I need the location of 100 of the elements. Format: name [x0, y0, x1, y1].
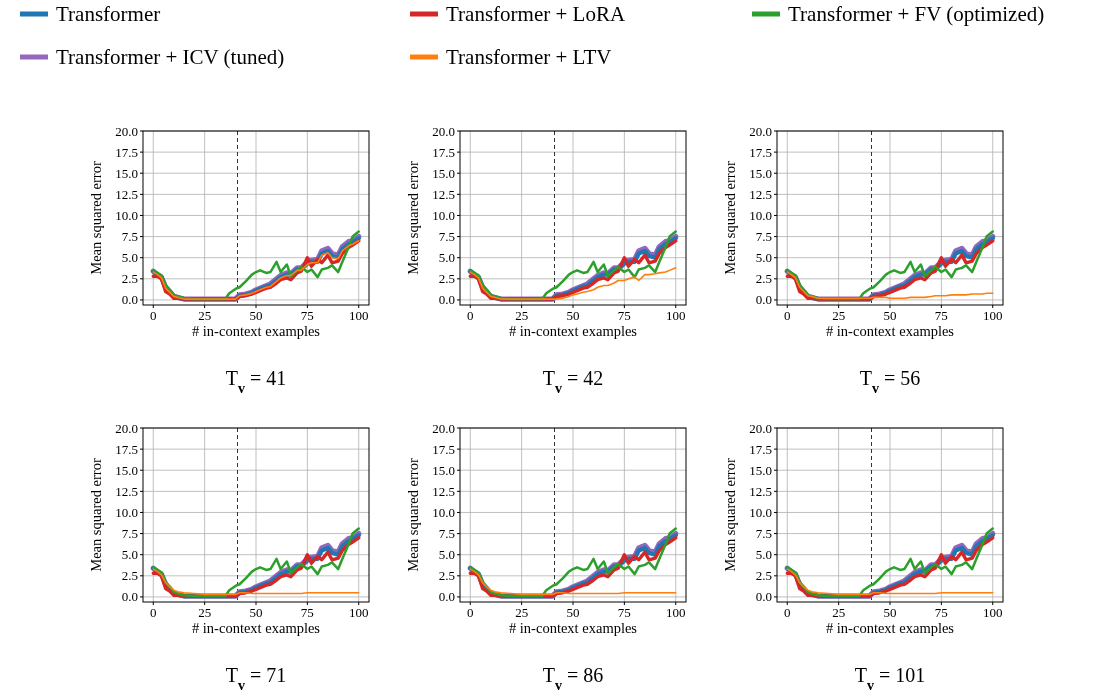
y-tick-label: 15.0 [115, 462, 138, 478]
y-tick-label: 0.0 [438, 589, 455, 605]
y-tick-label: 12.5 [115, 186, 138, 202]
y-tick-label: 7.5 [755, 229, 772, 245]
x-axis-title: # in-context examples [508, 323, 638, 339]
y-tick-label: 15.0 [432, 165, 455, 181]
y-tick-label: 12.5 [749, 483, 772, 499]
y-tick-label: 17.5 [749, 144, 772, 160]
y-tick-label: 12.5 [115, 483, 138, 499]
x-tick-label: 25 [515, 308, 529, 323]
x-tick-label: 75 [617, 605, 631, 620]
y-tick-label: 0.0 [438, 292, 455, 308]
x-tick-label: 0 [467, 308, 474, 323]
y-tick-label: 2.5 [121, 568, 138, 584]
y-tick-label: 10.0 [749, 504, 772, 520]
y-tick-label: 5.0 [438, 547, 455, 563]
x-axis-title: # in-context examples [508, 620, 638, 636]
y-tick-label: 5.0 [755, 250, 772, 266]
x-axis-title: # in-context examples [191, 620, 321, 636]
y-axis-title: Mean squared error [722, 161, 738, 275]
y-tick-label: 7.5 [755, 526, 772, 542]
y-tick-label: 10.0 [749, 207, 772, 223]
y-tick-label: 12.5 [432, 483, 455, 499]
y-tick-label: 7.5 [438, 229, 455, 245]
x-tick-label: 0 [150, 308, 157, 323]
legend-label: Transformer + LTV [446, 45, 612, 69]
y-tick-label: 15.0 [115, 165, 138, 181]
y-tick-label: 10.0 [115, 207, 138, 223]
x-axis-title: # in-context examples [191, 323, 321, 339]
x-tick-label: 75 [617, 308, 631, 323]
y-tick-label: 15.0 [749, 462, 772, 478]
legend-label: Transformer + FV (optimized) [788, 2, 1045, 26]
x-tick-label: 75 [300, 308, 314, 323]
x-tick-label: 50 [566, 308, 580, 323]
y-tick-label: 15.0 [749, 165, 772, 181]
y-tick-label: 5.0 [121, 547, 138, 563]
y-tick-label: 5.0 [121, 250, 138, 266]
y-tick-label: 17.5 [432, 144, 455, 160]
y-tick-label: 12.5 [432, 186, 455, 202]
y-tick-label: 20.0 [115, 420, 138, 436]
y-tick-label: 2.5 [755, 568, 772, 584]
y-axis-title: Mean squared error [722, 458, 738, 572]
x-tick-label: 25 [515, 605, 529, 620]
y-tick-label: 20.0 [432, 123, 455, 139]
x-tick-label: 50 [566, 605, 580, 620]
y-tick-label: 0.0 [755, 589, 772, 605]
line-series [469, 267, 677, 300]
y-tick-label: 5.0 [755, 547, 772, 563]
x-tick-label: 0 [784, 605, 791, 620]
x-tick-label: 25 [832, 605, 846, 620]
text: T$_{v}$ = 71 [225, 664, 287, 690]
x-tick-label: 100 [348, 308, 369, 323]
x-axis-title: # in-context examples [825, 323, 955, 339]
x-tick-label: 75 [934, 308, 948, 323]
y-tick-label: 20.0 [432, 420, 455, 436]
x-tick-label: 25 [198, 605, 212, 620]
legend-label: Transformer + ICV (tuned) [56, 45, 285, 69]
legend-label: Transformer + LoRA [446, 2, 626, 26]
y-tick-label: 20.0 [115, 123, 138, 139]
text: T$_{v}$ = 42 [542, 367, 604, 396]
x-tick-label: 100 [665, 308, 686, 323]
y-tick-label: 0.0 [121, 292, 138, 308]
text: T$_{v}$ = 41 [225, 367, 287, 396]
x-axis-title: # in-context examples [825, 620, 955, 636]
x-tick-label: 0 [784, 308, 791, 323]
y-tick-label: 5.0 [438, 250, 455, 266]
x-tick-label: 0 [467, 605, 474, 620]
y-tick-label: 7.5 [121, 229, 138, 245]
y-tick-label: 20.0 [749, 123, 772, 139]
y-tick-label: 2.5 [438, 568, 455, 584]
legend-label: Transformer [56, 2, 161, 26]
y-tick-label: 10.0 [115, 504, 138, 520]
x-tick-label: 100 [665, 605, 686, 620]
y-axis-title: Mean squared error [88, 458, 104, 572]
y-tick-label: 15.0 [432, 462, 455, 478]
y-tick-label: 2.5 [121, 271, 138, 287]
x-tick-label: 100 [348, 605, 369, 620]
text: T$_{v}$ = 101 [854, 664, 926, 690]
x-tick-label: 50 [249, 605, 263, 620]
x-tick-label: 0 [150, 605, 157, 620]
y-tick-label: 17.5 [749, 441, 772, 457]
x-tick-label: 50 [883, 308, 897, 323]
y-axis-title: Mean squared error [405, 161, 421, 275]
x-tick-label: 50 [249, 308, 263, 323]
x-tick-label: 75 [934, 605, 948, 620]
text: T$_{v}$ = 56 [859, 367, 921, 396]
line-series [152, 568, 360, 596]
y-tick-label: 2.5 [438, 271, 455, 287]
y-tick-label: 17.5 [115, 441, 138, 457]
y-tick-label: 7.5 [438, 526, 455, 542]
line-series [786, 568, 994, 596]
line-series [786, 271, 994, 300]
y-tick-label: 10.0 [432, 504, 455, 520]
y-tick-label: 7.5 [121, 526, 138, 542]
y-tick-label: 20.0 [749, 420, 772, 436]
x-tick-label: 75 [300, 605, 314, 620]
y-tick-label: 17.5 [115, 144, 138, 160]
y-tick-label: 10.0 [432, 207, 455, 223]
y-axis-title: Mean squared error [405, 458, 421, 572]
x-tick-label: 100 [982, 308, 1003, 323]
